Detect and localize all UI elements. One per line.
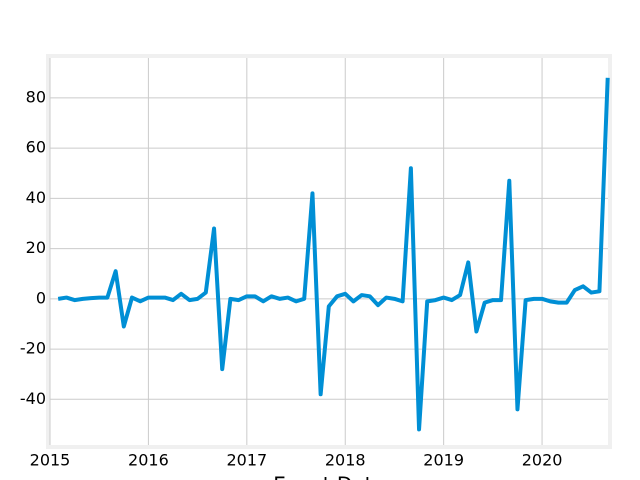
- y-tick-label: -40: [20, 389, 46, 408]
- y-tick-label: 40: [26, 188, 46, 207]
- x-tick-label: 2015: [30, 451, 71, 470]
- plot-frame: [46, 54, 612, 449]
- x-tick-label: 2019: [423, 451, 464, 470]
- x-tick-label: 2016: [128, 451, 169, 470]
- x-tick-label: 2017: [226, 451, 267, 470]
- data-line: [57, 77, 610, 432]
- x-tick-label: 2018: [325, 451, 366, 470]
- y-tick-label: 0: [36, 288, 46, 307]
- x-tick-label: 2020: [522, 451, 563, 470]
- y-tick-label: 60: [26, 138, 46, 157]
- y-tick-label: 20: [26, 238, 46, 257]
- y-tick-label: -20: [20, 339, 46, 358]
- x-axis-label: Event Date: [273, 473, 384, 480]
- y-tick-label: 80: [26, 87, 46, 106]
